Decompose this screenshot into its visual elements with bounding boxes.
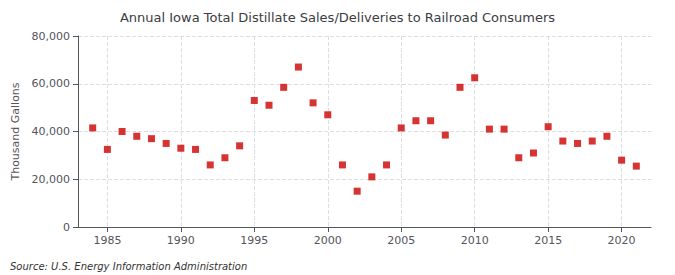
svg-text:2015: 2015	[534, 234, 562, 247]
svg-text:60,000: 60,000	[32, 77, 71, 90]
svg-text:2000: 2000	[314, 234, 342, 247]
svg-text:80,000: 80,000	[32, 30, 71, 43]
svg-text:1995: 1995	[240, 234, 268, 247]
svg-text:2020: 2020	[608, 234, 636, 247]
svg-text:0: 0	[63, 221, 70, 234]
svg-text:2010: 2010	[461, 234, 489, 247]
svg-text:1990: 1990	[167, 234, 195, 247]
svg-text:Thousand Gallons: Thousand Gallons	[9, 82, 22, 181]
svg-text:1985: 1985	[93, 234, 121, 247]
svg-text:40,000: 40,000	[32, 125, 71, 138]
svg-text:Source: U.S. Energy Informatio: Source: U.S. Energy Information Administ…	[10, 261, 247, 272]
svg-text:20,000: 20,000	[32, 173, 71, 186]
svg-text:2005: 2005	[387, 234, 415, 247]
svg-text:Annual Iowa Total Distillate S: Annual Iowa Total Distillate Sales/Deliv…	[120, 10, 555, 25]
